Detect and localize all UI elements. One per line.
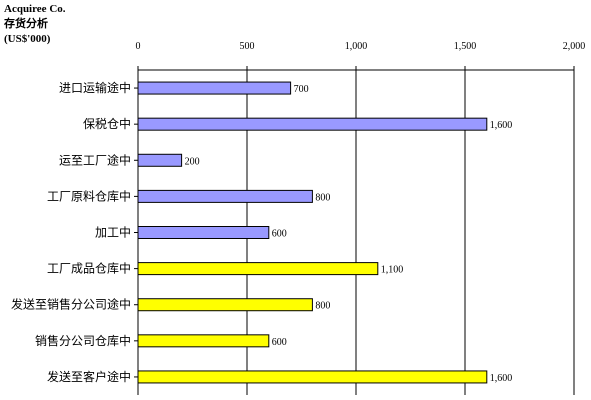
category-label: 工厂原料仓库中 bbox=[47, 188, 131, 203]
category-label: 加工中 bbox=[95, 225, 131, 240]
chart-title: 存货分析 bbox=[4, 18, 48, 30]
bar bbox=[137, 334, 270, 348]
data-label: 200 bbox=[185, 156, 200, 167]
bar bbox=[137, 298, 313, 312]
bar bbox=[137, 153, 183, 167]
category-label: 销售分公司仓库中 bbox=[35, 333, 131, 348]
category-label: 发送至销售分公司途中 bbox=[11, 297, 131, 312]
category-label: 发送至客户途中 bbox=[47, 369, 131, 384]
bar bbox=[137, 262, 379, 276]
x-tick-label: 1,000 bbox=[345, 41, 368, 52]
unit-label: (US$'000) bbox=[4, 33, 51, 45]
data-label: 1,100 bbox=[381, 265, 404, 276]
company-name: Acquiree Co. bbox=[4, 3, 66, 15]
data-label: 600 bbox=[272, 337, 287, 348]
bar bbox=[137, 226, 270, 239]
category-label: 工厂成品仓库中 bbox=[47, 261, 131, 276]
x-tick-label: 1,500 bbox=[454, 41, 477, 52]
bar bbox=[137, 189, 313, 203]
data-label: 1,600 bbox=[490, 120, 513, 131]
data-label: 600 bbox=[272, 229, 287, 240]
data-label: 700 bbox=[294, 84, 309, 95]
bar bbox=[137, 117, 488, 131]
data-label: 800 bbox=[315, 301, 330, 312]
category-label: 保税仓中 bbox=[83, 116, 131, 131]
x-tick-label: 500 bbox=[240, 41, 255, 52]
x-tick-label: 0 bbox=[136, 41, 141, 52]
x-tick-label: 2,000 bbox=[563, 41, 586, 52]
chart-heading: Acquiree Co. 存货分析 (US$'000) bbox=[4, 2, 66, 47]
category-label: 运至工厂途中 bbox=[59, 152, 131, 167]
bar bbox=[137, 370, 488, 384]
data-label: 800 bbox=[315, 192, 330, 203]
category-label: 进口运输途中 bbox=[59, 80, 131, 95]
data-label: 1,600 bbox=[490, 373, 513, 384]
bar bbox=[137, 81, 292, 95]
